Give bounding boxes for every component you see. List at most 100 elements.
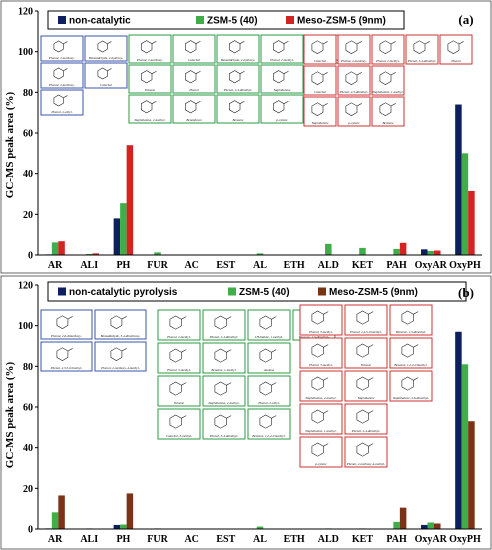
structure-label: Phenol, 2,3,5-trimethyl- xyxy=(50,366,83,371)
structure-thumbnail: Benzene, 1,2,4-trimethyl- xyxy=(389,337,433,369)
structure-label: Benzene, 1,3-dimethyl- xyxy=(396,330,426,335)
x-tick-label: ALI xyxy=(80,534,98,545)
legend-swatch xyxy=(318,287,326,296)
legend-swatch xyxy=(58,16,66,24)
panel-b-ylabel: GC-MS peak area (%) xyxy=(4,361,16,468)
legend-swatch xyxy=(286,16,294,24)
structure-label: Naphthalene, 2-methyl- xyxy=(207,401,239,406)
structure-label: p-xylene xyxy=(314,462,327,466)
structure-label: p-xylene xyxy=(275,118,288,122)
structure-label: Naphthalene, 2,6-dimethyl- xyxy=(392,396,429,401)
structure-label: Benzaldehyde, 3,4-dimethoxy- xyxy=(101,334,141,339)
bar-meso-zsm-5-9nm--pah xyxy=(399,242,407,255)
structure-label: 1H-Indene, 1-methyl- xyxy=(255,335,283,340)
y-tick-label: 40 xyxy=(23,169,33,180)
structure-thumbnail: p-xylene xyxy=(260,94,304,124)
structure-label: Catechol xyxy=(100,83,112,87)
structure-thumbnail: Phenol, 3-methyl- xyxy=(299,337,343,369)
panel-a-legend: non-catalytic ZSM-5 (40) Meso-ZSM-5 (9nm) xyxy=(47,10,405,30)
structure-label: Phenol, 2,4-dimethyl- xyxy=(209,335,239,340)
structure-label: Benzene xyxy=(233,118,245,122)
structure-thumbnail: Toluene xyxy=(128,64,172,94)
structure-label: Naphthalene, 2-methyl- xyxy=(133,118,165,123)
structure-thumbnail: p-xylene xyxy=(337,96,371,127)
structure-thumbnail: Phenol, 2-methoxy- xyxy=(128,34,172,64)
structure-label: Phenol, 2,4-dimethyl- xyxy=(223,88,253,93)
structure-thumbnail: Catechol, 3-methyl- xyxy=(157,408,201,440)
bar-zsm-5-40--fur xyxy=(154,252,161,255)
structure-thumbnail: Benzaldehyde, 2-hydroxy- xyxy=(84,35,128,62)
structure-label: Benzaldehyde, 2-hydroxy- xyxy=(89,56,123,61)
structure-thumbnail: Phenol, 2,4-dimethyl- xyxy=(344,403,388,435)
bar-zsm-5-40--oxyar xyxy=(427,522,435,529)
structure-thumbnail: Phenol, 3-methyl- xyxy=(157,342,201,374)
structure-label: Naphthalene, 2-methyl- xyxy=(304,396,336,401)
bar-zsm-5-40--ar xyxy=(51,512,59,529)
structure-thumbnail: Phenol, 2,3,5-trimethyl- xyxy=(40,341,93,372)
structure-label: Benzaldehyde, 2-hydroxy- xyxy=(221,58,255,63)
structure-thumbnail: Phenol, 2-methoxy- xyxy=(40,62,84,89)
structure-thumbnail: Naphthalene, 1-methyl- xyxy=(371,65,405,96)
y-tick-label: 60 xyxy=(23,129,33,140)
structure-thumbnail: Phenol, 2-methyl- xyxy=(157,309,201,341)
structure-thumbnail: Phenol, 2-methyl- xyxy=(260,34,304,64)
bar-non-catalytic-pyrolysis-ph xyxy=(113,524,121,529)
bar-non-catalytic-oxyar xyxy=(421,249,428,255)
legend-label: non-catalytic pyrolysis xyxy=(69,287,178,298)
structure-label: Benzene, 1-methyl- xyxy=(211,368,236,373)
structure-label: Phenol, 3,4-dimethyl- xyxy=(209,434,239,439)
x-tick-label: ETH xyxy=(284,260,305,271)
x-tick-label: FUR xyxy=(147,260,168,271)
bar-zsm-5-40--al xyxy=(256,526,264,529)
structure-label: Catechol xyxy=(314,59,326,63)
y-tick-label: 100 xyxy=(18,321,33,332)
structure-label: Phenol, 2-methoxy-4-methyl- xyxy=(100,366,139,371)
structure-thumbnail: Phenol xyxy=(439,34,473,65)
bar-meso-zsm-5-9nm--oxyar xyxy=(434,250,441,255)
structure-label: Benzofuran xyxy=(186,118,202,122)
structure-label: Phenol, 3-methyl- xyxy=(308,363,333,368)
structure-label: Phenol, 2,3-dimethyl- xyxy=(339,90,369,95)
structure-label: Phenol, 2-methoxy- xyxy=(340,59,367,64)
x-tick-label: PH xyxy=(116,534,130,545)
panel-b-legend: non-catalytic pyrolysis ZSM-5 (40) Meso-ZS… xyxy=(47,281,467,302)
structure-label: Toluene xyxy=(361,363,372,367)
panel-a-ylabel: GC-MS peak area (%) xyxy=(4,91,16,198)
x-tick-label: KET xyxy=(352,534,373,545)
bar-zsm-5-40--oxyph xyxy=(461,364,469,529)
structure-label: Phenol, 2-ethyl- xyxy=(50,110,72,115)
structure-thumbnail: Phenol, 2-methoxy-4-methyl- xyxy=(344,436,388,468)
x-tick-label: OxyPH xyxy=(449,260,481,271)
panel-a-structure-boxes: Phenol, 2-methoxy- Benzaldehyde, 2-hydrox… xyxy=(40,34,473,127)
structure-thumbnail: Catechol xyxy=(84,62,128,89)
structure-label: Naphthalene, 1-methyl- xyxy=(371,90,403,95)
bar-meso-zsm-5-9nm--oxyph xyxy=(468,421,475,529)
panel-a-x-axis: AR ALI PH FUR AC EST AL ETH ALD KET PAH OxyAR OxyPH xyxy=(48,260,481,271)
structure-thumbnail: Naphthalene, 2-methyl- xyxy=(299,370,343,402)
ring-icon xyxy=(56,347,69,361)
structure-thumbnail: Naphthalene xyxy=(303,96,337,127)
bar-zsm-5-40--oxyph xyxy=(461,153,469,255)
y-tick-label: 120 xyxy=(18,281,33,292)
structure-thumbnail: Naphthalene xyxy=(260,64,304,94)
structure-label: Azulene xyxy=(263,368,275,372)
structure-label: Naphthalene xyxy=(357,396,375,400)
structure-thumbnail: Naphthalene, 2-methyl- xyxy=(128,94,172,124)
structure-thumbnail: Catechol xyxy=(172,34,216,64)
structure-label: Phenol, 2-methyl- xyxy=(375,59,400,64)
structure-thumbnail: Phenol, 2,4-dimethyl- xyxy=(202,309,246,341)
structure-thumbnail: p-xylene xyxy=(299,436,343,468)
bar-meso-zsm-5-9nm--ali xyxy=(92,253,99,255)
structure-thumbnail: Phenol, 2-methyl- xyxy=(371,34,405,65)
legend-label: Meso-ZSM-5 (9nm) xyxy=(329,287,418,298)
structure-thumbnail: Azulene xyxy=(247,342,291,374)
legend-label: Meso-ZSM-5 (9nm) xyxy=(297,16,386,27)
structure-thumbnail: 1H-Indene, 1-methyl- xyxy=(247,309,291,341)
legend-box xyxy=(47,10,405,30)
x-tick-label: FUR xyxy=(147,534,168,545)
x-tick-label: ETH xyxy=(284,534,305,545)
y-tick-label: 0 xyxy=(28,251,33,262)
structure-thumbnail: Phenol, 3-methyl- xyxy=(299,304,343,336)
y-tick-label: 40 xyxy=(23,443,33,454)
bar-meso-zsm-5-9nm--ar xyxy=(58,495,65,529)
